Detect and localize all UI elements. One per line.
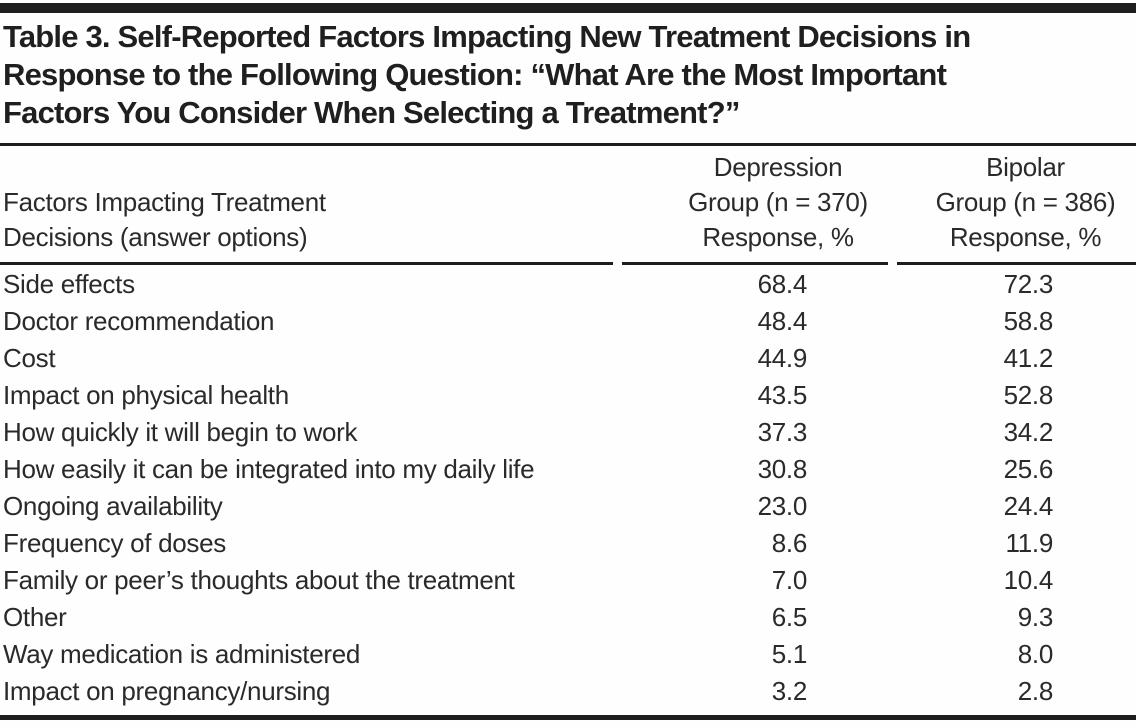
table-row: Impact on physical health 43.5 52.8	[0, 377, 1136, 414]
header-rule-gap	[888, 262, 897, 265]
table-title-line-2: Response to the Following Question: “Wha…	[3, 57, 947, 92]
header-rule-gap	[613, 262, 622, 265]
table-row: Way medication is administered 5.1 8.0	[0, 636, 1136, 673]
column-header-factors-line-1: Factors Impacting Treatment	[3, 187, 326, 217]
depression-value-cell: 8.6	[771, 528, 808, 558]
factors-table: Factors Impacting Treatment Decisions (a…	[0, 150, 1136, 710]
column-header-factors: Factors Impacting Treatment Decisions (a…	[0, 150, 615, 266]
depression-value-cell: 23.0	[757, 491, 808, 521]
table-row: How quickly it will begin to work 37.3 3…	[0, 414, 1136, 451]
bipolar-value-cell: 58.8	[1003, 306, 1054, 336]
factor-cell: Impact on physical health	[3, 380, 289, 410]
bipolar-value-cell: 9.3	[1017, 602, 1054, 632]
factor-cell: How easily it can be integrated into my …	[3, 454, 535, 484]
factor-cell: Doctor recommendation	[3, 306, 275, 336]
table-body: Side effects 68.4 72.3 Doctor recommenda…	[0, 266, 1136, 710]
column-header-depression-line-1: Depression	[713, 152, 843, 182]
factor-cell: Family or peer’s thoughts about the trea…	[3, 565, 515, 595]
table-title: Table 3. Self-Reported Factors Impacting…	[3, 18, 1135, 132]
bipolar-value-cell: 25.6	[1003, 454, 1054, 484]
factor-cell: Side effects	[3, 269, 135, 299]
factor-cell: Ongoing availability	[3, 491, 223, 521]
table-row: Cost 44.9 41.2	[0, 340, 1136, 377]
table-row: Other 6.5 9.3	[0, 599, 1136, 636]
bipolar-value-cell: 72.3	[1003, 269, 1054, 299]
depression-value-cell: 6.5	[771, 602, 808, 632]
table-header: Factors Impacting Treatment Decisions (a…	[0, 150, 1136, 266]
factor-cell: Way medication is administered	[3, 639, 361, 669]
table-title-line-1: Table 3. Self-Reported Factors Impacting…	[3, 19, 971, 54]
table-row: Side effects 68.4 72.3	[0, 266, 1136, 303]
factor-cell: Frequency of doses	[3, 528, 226, 558]
factor-cell: Impact on pregnancy/nursing	[3, 676, 331, 706]
header-row: Factors Impacting Treatment Decisions (a…	[0, 150, 1136, 266]
bipolar-value-cell: 11.9	[1005, 528, 1054, 558]
column-header-depression-line-3: Response, %	[702, 222, 854, 252]
bipolar-value-cell: 52.8	[1003, 380, 1054, 410]
depression-value-cell: 7.0	[771, 565, 808, 595]
bipolar-value-cell: 34.2	[1003, 417, 1054, 447]
table-row: Frequency of doses 8.6 11.9	[0, 525, 1136, 562]
bipolar-value-cell: 2.8	[1017, 676, 1054, 706]
depression-value-cell: 5.1	[771, 639, 808, 669]
depression-value-cell: 37.3	[757, 417, 808, 447]
table-row: Family or peer’s thoughts about the trea…	[0, 562, 1136, 599]
bipolar-value-cell: 10.4	[1003, 565, 1054, 595]
depression-value-cell: 68.4	[757, 269, 808, 299]
table-row: Doctor recommendation 48.4 58.8	[0, 303, 1136, 340]
header-divider-rule	[0, 262, 1136, 265]
bipolar-value-cell: 41.2	[1003, 343, 1054, 373]
title-divider-rule	[0, 143, 1136, 146]
table-top-bar-rule	[0, 3, 1136, 13]
factor-cell: Other	[3, 602, 67, 632]
column-header-bipolar-group: Bipolar Group (n = 386) Response, %	[895, 150, 1136, 266]
depression-value-cell: 48.4	[757, 306, 808, 336]
factor-cell: How quickly it will begin to work	[3, 417, 358, 447]
table-bottom-rule	[0, 715, 1136, 720]
column-header-factors-line-2: Decisions (answer options)	[3, 222, 308, 252]
column-header-depression-line-2: Group (n = 370)	[688, 187, 868, 217]
bipolar-value-cell: 8.0	[1017, 639, 1054, 669]
column-header-bipolar-line-1: Bipolar	[986, 152, 1065, 182]
table-title-line-3: Factors You Consider When Selecting a Tr…	[3, 95, 740, 130]
table-row: Ongoing availability 23.0 24.4	[0, 488, 1136, 525]
column-header-bipolar-line-2: Group (n = 386)	[935, 187, 1116, 217]
table-row: Impact on pregnancy/nursing 3.2 2.8	[0, 673, 1136, 710]
table-row: How easily it can be integrated into my …	[0, 451, 1136, 488]
depression-value-cell: 3.2	[771, 676, 808, 706]
depression-value-cell: 30.8	[757, 454, 808, 484]
column-header-depression-group: Depression Group (n = 370) Response, %	[615, 150, 895, 266]
bipolar-value-cell: 24.4	[1003, 491, 1054, 521]
factor-cell: Cost	[3, 343, 56, 373]
depression-value-cell: 43.5	[757, 380, 808, 410]
column-header-bipolar-line-3: Response, %	[949, 222, 1102, 252]
depression-value-cell: 44.9	[757, 343, 808, 373]
